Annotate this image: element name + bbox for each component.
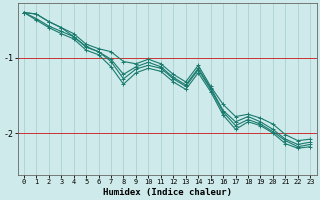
X-axis label: Humidex (Indice chaleur): Humidex (Indice chaleur) [103,188,232,197]
